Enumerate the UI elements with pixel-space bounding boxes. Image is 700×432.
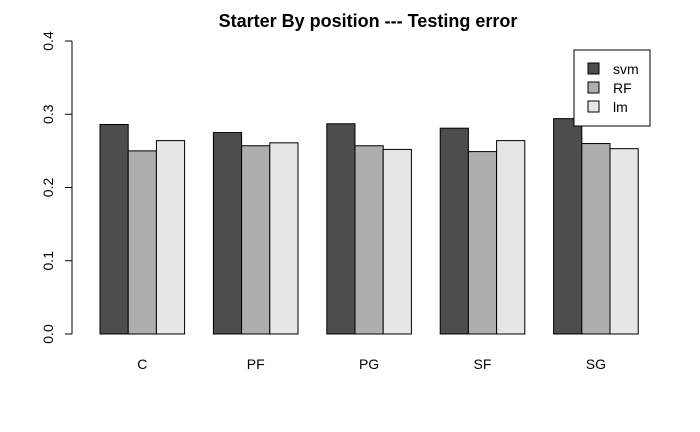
x-tick-label: C: [137, 356, 147, 372]
legend-box: [573, 49, 651, 127]
y-tick-label: 0.0: [40, 324, 56, 344]
bar-svm-PF: [212, 132, 243, 335]
legend-swatch-lm: [587, 100, 600, 113]
bar-lm-C: [155, 140, 186, 335]
bar-svm-PG: [326, 123, 356, 335]
legend-label: RF: [613, 80, 632, 96]
y-tick-label: 0.4: [40, 31, 56, 51]
y-tick-label: 0.2: [40, 178, 56, 198]
x-axis-labels: C PF PG SF SG: [137, 356, 606, 372]
chart-title: Starter By position --- Testing error: [219, 11, 518, 31]
x-tick-label: PF: [247, 356, 265, 372]
legend-label: svm: [613, 61, 639, 77]
x-tick-label: SF: [474, 356, 492, 372]
y-tick-label: 0.1: [40, 251, 56, 271]
bar-svm-SF: [439, 127, 469, 335]
bar-svm-C: [99, 124, 129, 335]
bar-lm-PG: [382, 148, 412, 335]
bar-lm-SF: [496, 140, 526, 335]
bar-group: [99, 118, 639, 335]
legend-swatch-svm: [587, 62, 600, 75]
y-tick-label: 0.3: [40, 104, 56, 124]
bar-lm-PF: [269, 142, 299, 335]
legend-label: lm: [613, 99, 628, 115]
bar-svm-SG: [553, 118, 583, 335]
legend-swatch-RF: [587, 81, 600, 94]
bar-lm-SG: [609, 148, 639, 335]
bar-RF-SF: [467, 151, 498, 335]
legend: svm RF lm: [573, 49, 651, 127]
bar-RF-C: [127, 150, 157, 335]
bar-RF-PF: [241, 145, 271, 335]
bar-RF-PG: [354, 145, 384, 335]
x-tick-label: SG: [586, 356, 606, 372]
x-tick-label: PG: [359, 356, 379, 372]
bar-RF-SG: [581, 143, 611, 335]
y-axis: 0.0 0.1 0.2 0.3 0.4: [40, 31, 73, 344]
